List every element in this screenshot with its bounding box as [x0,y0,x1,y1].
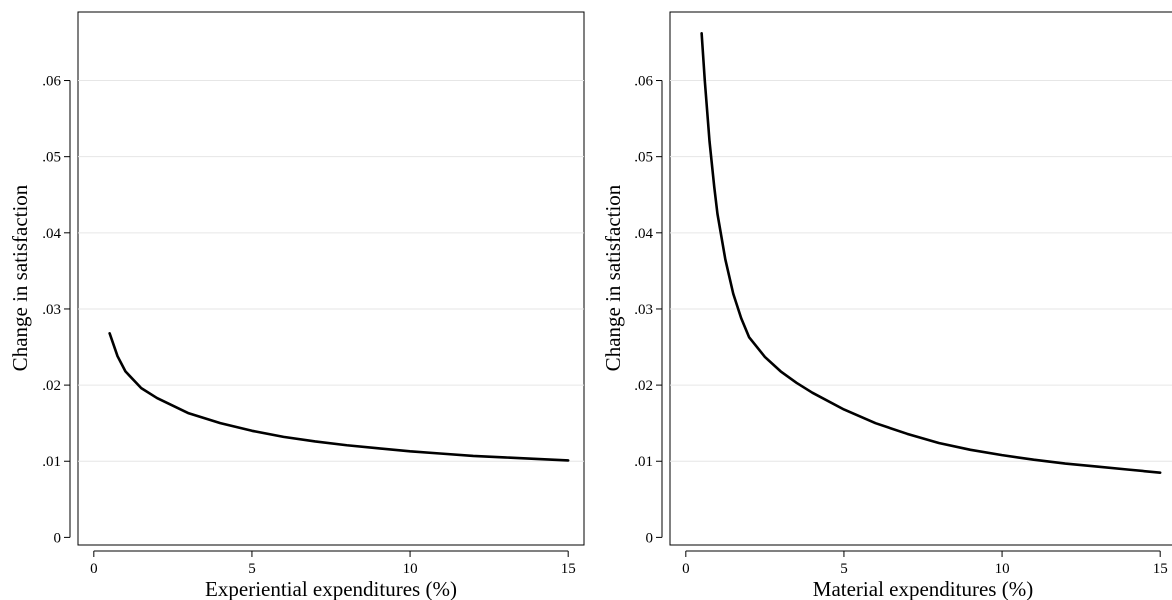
x-tick-label: 15 [1153,561,1168,577]
chart-panel-material: 0 .01 .02 .03 .04 .05 .06 0 5 10 15 Material expen… [601,11,1172,600]
axes: 0 .01 .02 .03 .04 .05 .06 0 5 10 15 [634,74,1167,577]
x-axis-label: Experiential expenditures (%) [205,577,457,600]
x-tick-label: 5 [248,561,256,577]
y-tick-label: 0 [54,530,62,546]
y-tick-label: .03 [634,302,653,318]
series-layer [108,332,570,462]
x-tick-label: 15 [561,561,576,577]
series-layer [700,32,1162,474]
x-tick-label: 0 [90,561,98,577]
y-tick-label: .03 [42,302,61,318]
y-tick-label: .01 [42,454,61,470]
axes: 0 .01 .02 .03 .04 .05 .06 0 5 10 15 [42,74,575,577]
y-tick-label: .04 [634,226,653,242]
y-tick-label: .06 [42,74,61,90]
y-tick-label: .04 [42,226,61,242]
chart-panel-experiential: 0 .01 .02 .03 .04 .05 .06 0 5 10 15 Experiential e… [8,11,585,600]
y-tick-label: .02 [634,378,653,394]
series-line [700,32,1162,474]
series-line [108,332,570,462]
y-axis-label: Change in satisfaction [601,184,625,371]
x-tick-label: 5 [840,561,848,577]
y-axis-label: Change in satisfaction [8,184,32,371]
x-axis-label: Material expenditures (%) [813,577,1033,600]
y-tick-label: .05 [634,150,653,166]
y-tick-label: .06 [634,74,653,90]
gridlines [78,80,584,462]
x-tick-label: 10 [403,561,418,577]
plot-area [669,11,1172,546]
gridlines [670,80,1172,462]
x-tick-label: 10 [995,561,1010,577]
plot-area [77,11,585,546]
y-tick-label: .05 [42,150,61,166]
y-tick-label: 0 [646,530,654,546]
y-tick-label: .02 [42,378,61,394]
x-tick-label: 0 [682,561,690,577]
y-tick-label: .01 [634,454,653,470]
